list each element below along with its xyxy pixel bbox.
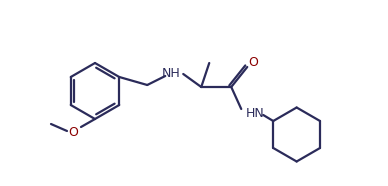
Text: HN: HN [246,107,265,119]
Text: O: O [248,55,258,68]
Text: O: O [68,126,78,139]
Text: NH: NH [162,67,181,79]
